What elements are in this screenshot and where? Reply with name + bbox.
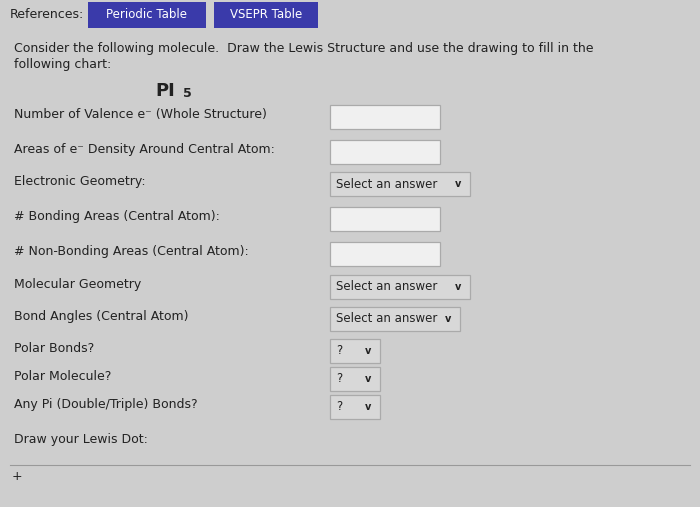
FancyBboxPatch shape bbox=[330, 339, 380, 363]
FancyBboxPatch shape bbox=[330, 207, 440, 231]
Text: ?: ? bbox=[336, 401, 342, 414]
FancyBboxPatch shape bbox=[330, 367, 380, 391]
Text: # Non-Bonding Areas (Central Atom):: # Non-Bonding Areas (Central Atom): bbox=[14, 245, 248, 258]
Text: PI: PI bbox=[155, 82, 175, 100]
Text: +: + bbox=[12, 470, 22, 483]
FancyBboxPatch shape bbox=[330, 395, 380, 419]
FancyBboxPatch shape bbox=[214, 2, 318, 28]
Text: Electronic Geometry:: Electronic Geometry: bbox=[14, 175, 146, 188]
Text: following chart:: following chart: bbox=[14, 58, 111, 71]
FancyBboxPatch shape bbox=[330, 275, 470, 299]
Text: ?: ? bbox=[336, 344, 342, 357]
Text: Periodic Table: Periodic Table bbox=[106, 9, 188, 21]
Text: Areas of e⁻ Density Around Central Atom:: Areas of e⁻ Density Around Central Atom: bbox=[14, 143, 275, 156]
FancyBboxPatch shape bbox=[330, 105, 440, 129]
Text: v: v bbox=[444, 314, 452, 324]
Text: Select an answer: Select an answer bbox=[336, 177, 438, 191]
Text: v: v bbox=[365, 374, 371, 384]
Text: Bond Angles (Central Atom): Bond Angles (Central Atom) bbox=[14, 310, 188, 323]
FancyBboxPatch shape bbox=[0, 0, 700, 30]
Text: ?: ? bbox=[336, 373, 342, 385]
Text: Any Pi (Double/Triple) Bonds?: Any Pi (Double/Triple) Bonds? bbox=[14, 398, 197, 411]
FancyBboxPatch shape bbox=[88, 2, 206, 28]
Text: # Bonding Areas (Central Atom):: # Bonding Areas (Central Atom): bbox=[14, 210, 220, 223]
Text: Polar Molecule?: Polar Molecule? bbox=[14, 370, 111, 383]
Text: v: v bbox=[365, 346, 371, 356]
FancyBboxPatch shape bbox=[330, 307, 460, 331]
Text: Select an answer: Select an answer bbox=[336, 312, 438, 325]
Text: References:: References: bbox=[10, 8, 84, 21]
Text: Number of Valence e⁻ (Whole Structure): Number of Valence e⁻ (Whole Structure) bbox=[14, 108, 267, 121]
FancyBboxPatch shape bbox=[330, 172, 470, 196]
Text: Polar Bonds?: Polar Bonds? bbox=[14, 342, 94, 355]
Text: VSEPR Table: VSEPR Table bbox=[230, 9, 302, 21]
FancyBboxPatch shape bbox=[330, 242, 440, 266]
Text: v: v bbox=[365, 402, 371, 412]
Text: 5: 5 bbox=[183, 87, 192, 100]
Text: Select an answer: Select an answer bbox=[336, 280, 438, 294]
Text: Molecular Geometry: Molecular Geometry bbox=[14, 278, 141, 291]
Text: v: v bbox=[455, 282, 461, 292]
Text: Draw your Lewis Dot:: Draw your Lewis Dot: bbox=[14, 433, 148, 446]
Text: v: v bbox=[455, 179, 461, 189]
Text: Consider the following molecule.  Draw the Lewis Structure and use the drawing t: Consider the following molecule. Draw th… bbox=[14, 42, 594, 55]
FancyBboxPatch shape bbox=[330, 140, 440, 164]
